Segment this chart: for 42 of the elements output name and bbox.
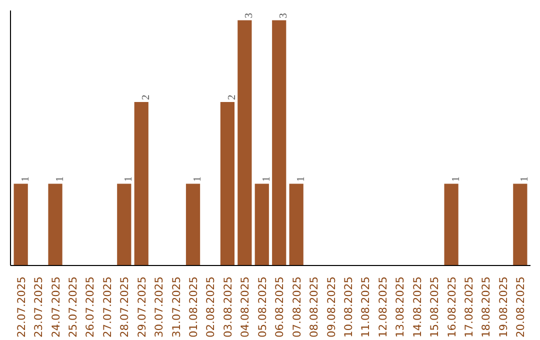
x-tick-label: 12.08.2025 <box>376 276 390 338</box>
x-tick-label: 15.08.2025 <box>428 276 442 338</box>
x-tick-label: 09.08.2025 <box>324 276 338 338</box>
x-tick-label: 20.08.2025 <box>514 276 528 338</box>
x-tick-label: 14.08.2025 <box>410 276 424 338</box>
x-tick-label: 28.07.2025 <box>118 276 132 338</box>
data-label: 1 <box>261 176 272 182</box>
data-label: 1 <box>296 176 307 182</box>
x-tick-label: 19.08.2025 <box>496 276 510 338</box>
x-tick-label: 17.08.2025 <box>462 276 476 338</box>
x-tick-label: 30.07.2025 <box>152 276 166 338</box>
x-tick-label: 08.08.2025 <box>308 276 321 338</box>
x-tick-label: 13.08.2025 <box>394 276 407 338</box>
x-tick-label: 25.07.2025 <box>66 276 80 338</box>
x-tick-label: 06.08.2025 <box>273 276 286 338</box>
x-tick-label: 04.08.2025 <box>238 276 252 338</box>
x-tick-label: 01.08.2025 <box>187 276 200 338</box>
data-label: 3 <box>278 12 290 18</box>
data-label: 2 <box>226 94 238 100</box>
data-label: 1 <box>192 176 204 182</box>
x-tick-label: 11.08.2025 <box>359 276 372 338</box>
data-label: 1 <box>124 176 135 182</box>
x-tick-label: 03.08.2025 <box>221 276 234 338</box>
x-tick-label: 29.07.2025 <box>135 276 148 338</box>
x-tick-label: 26.07.2025 <box>84 276 97 338</box>
x-tick-label: 16.08.2025 <box>445 276 458 338</box>
data-label: 3 <box>244 12 256 18</box>
x-tick-label: 31.07.2025 <box>170 276 183 338</box>
x-tick-label: 02.08.2025 <box>204 276 218 338</box>
data-label: 1 <box>54 176 66 182</box>
x-tick-label: 07.08.2025 <box>290 276 304 338</box>
x-tick-label: 24.07.2025 <box>49 276 62 338</box>
x-tick-label: 18.08.2025 <box>480 276 493 338</box>
x-tick-label: 22.07.2025 <box>14 276 28 338</box>
x-tick-label: 23.07.2025 <box>32 276 46 338</box>
x-tick-label: 05.08.2025 <box>256 276 269 338</box>
x-tick-label: 10.08.2025 <box>342 276 355 338</box>
data-label: 1 <box>450 176 462 182</box>
data-label: 1 <box>520 176 531 182</box>
data-label: 2 <box>140 94 152 100</box>
data-label: 1 <box>20 176 32 182</box>
x-tick-label: 27.07.2025 <box>100 276 114 338</box>
